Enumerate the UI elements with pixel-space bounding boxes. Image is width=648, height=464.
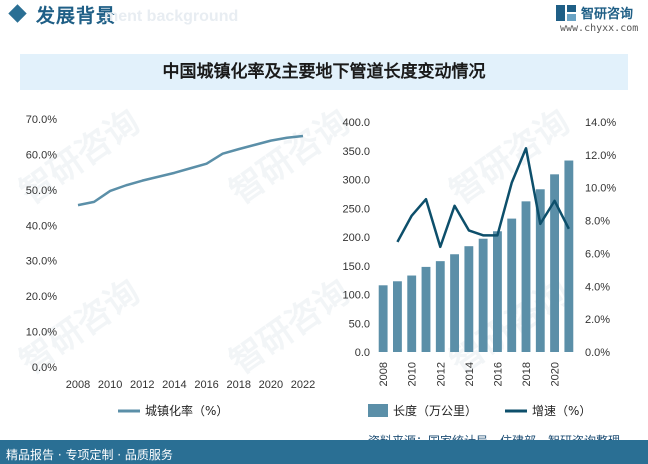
logo-icon	[556, 5, 576, 21]
left-x-tick-label: 2022	[291, 379, 315, 391]
length-bar	[535, 189, 545, 352]
logo-text: 智研咨询	[581, 7, 634, 22]
charts-canvas: 0.0% 10.0% 20.0% 30.0% 40.0% 50.0% 60.0% 70.0% 2…	[26, 114, 617, 418]
right-y-left-tick-label: 100.0	[342, 290, 370, 302]
length-bar	[564, 160, 574, 352]
legend-growth-label: 增速（%）	[532, 404, 591, 418]
length-bar	[407, 275, 417, 352]
length-bar	[435, 261, 445, 352]
left-y-tick-label: 20.0%	[26, 291, 57, 303]
left-y-tick-label: 30.0%	[26, 256, 57, 268]
legend-length-label: 长度（万公里）	[393, 403, 477, 418]
left-x-tick-label: 2016	[194, 379, 218, 391]
left-x-tick-label: 2012	[130, 379, 154, 391]
left-y-tick-label: 40.0%	[26, 220, 57, 232]
left-x-tick-label: 2014	[162, 379, 186, 391]
right-y-left-tick-label: 0.0	[355, 347, 370, 359]
right-y-left-tick-label: 250.0	[342, 203, 370, 215]
right-y-left-tick-label: 400.0	[342, 117, 370, 129]
length-bar	[507, 218, 517, 352]
length-bar	[393, 281, 402, 352]
left-x-tick-label: 2018	[226, 379, 250, 391]
left-y-tick-label: 50.0%	[26, 185, 57, 197]
right-y-left-tick-label: 300.0	[342, 175, 370, 187]
left-y-tick-label: 70.0%	[26, 114, 57, 126]
logo-url: www.chyxx.com	[560, 23, 639, 34]
growth-rate-line	[396, 147, 570, 249]
length-bar	[464, 246, 474, 352]
right-x-tick-label: 2020	[550, 362, 562, 386]
right-y-right-tick-label: 0.0%	[585, 347, 610, 359]
left-x-tick-label: 2008	[66, 379, 90, 391]
right-y-left-tick-label: 200.0	[342, 232, 370, 244]
length-bar	[378, 285, 388, 352]
length-bar	[493, 231, 502, 352]
right-x-tick-label: 2010	[407, 362, 419, 386]
right-y-right-tick-label: 10.0%	[585, 183, 616, 195]
left-x-tick-label: 2010	[98, 379, 122, 391]
right-y-right-tick-label: 14.0%	[585, 117, 616, 129]
length-bar	[450, 254, 459, 352]
right-x-tick-label: 2008	[378, 362, 390, 386]
left-y-tick-label: 0.0%	[32, 362, 57, 374]
legend-urbanization-label: 城镇化率（%）	[145, 403, 228, 418]
right-y-left-tick-label: 150.0	[342, 261, 370, 273]
right-x-tick-label: 2016	[492, 362, 504, 386]
right-x-tick-label: 2018	[521, 362, 533, 386]
right-y-left-tick-label: 350.0	[342, 146, 370, 158]
length-bar	[478, 238, 488, 352]
right-x-tick-label: 2012	[435, 362, 447, 386]
section-title: 发展背景	[36, 5, 117, 27]
length-bar	[421, 266, 431, 352]
left-y-tick-label: 60.0%	[26, 149, 57, 161]
left-x-tick-label: 2020	[259, 379, 283, 391]
legend-length-swatch	[368, 404, 388, 417]
right-y-left-tick-label: 50.0	[349, 318, 370, 330]
right-y-right-tick-label: 4.0%	[585, 281, 610, 293]
right-x-tick-label: 2014	[464, 362, 476, 386]
right-y-right-tick-label: 8.0%	[585, 216, 610, 228]
section-subtitle-ghost: ment background	[104, 8, 239, 25]
footer-text: 精品报告 · 专项定制 · 品质服务	[6, 448, 173, 462]
right-y-right-tick-label: 6.0%	[585, 248, 610, 260]
chart-title-bar: 中国城镇化率及主要地下管道长度变动情况	[20, 54, 628, 90]
urbanization-line	[77, 134, 304, 207]
length-bar	[550, 174, 559, 352]
length-bar	[521, 201, 531, 352]
chart-title: 中国城镇化率及主要地下管道长度变动情况	[162, 62, 486, 82]
right-y-right-tick-label: 2.0%	[585, 314, 610, 326]
header: 发展背景 ment background 智研咨询 www.chyxx.com	[0, 0, 648, 40]
right-y-right-tick-label: 12.0%	[585, 150, 616, 162]
footer-bar	[0, 440, 648, 464]
left-y-tick-label: 10.0%	[26, 327, 57, 339]
